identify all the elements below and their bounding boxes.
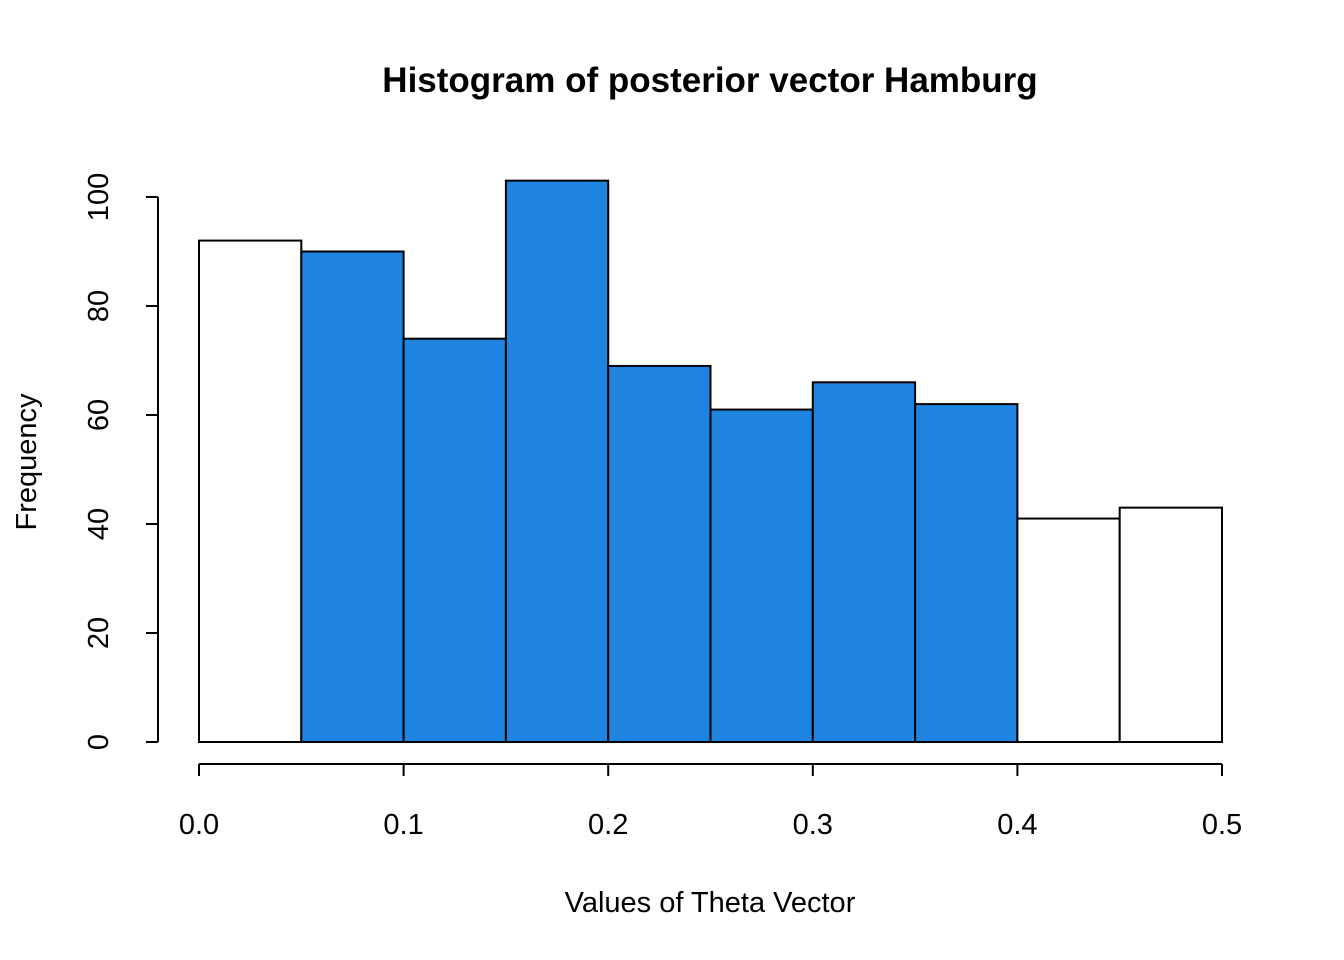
x-tick-label-0: 0.0	[179, 809, 219, 841]
x-tick-label-3: 0.3	[793, 809, 833, 841]
x-tick-label-4: 0.4	[997, 809, 1037, 841]
x-tick-label-2: 0.2	[588, 809, 628, 841]
histogram-bar-2	[402, 337, 507, 743]
histogram-bar-4	[607, 364, 712, 743]
histogram-bar-8	[1016, 517, 1121, 743]
y-axis-label: Frequency	[11, 393, 43, 531]
histogram-bar-6	[811, 381, 917, 743]
y-tick-label-0: 0	[83, 734, 115, 750]
histogram-bar-3	[504, 179, 610, 743]
bars-group	[198, 179, 1223, 743]
chart-title: Histogram of posterior vector Hamburg	[382, 61, 1037, 100]
x-tick-label-1: 0.1	[383, 809, 423, 841]
histogram-bar-1	[300, 250, 405, 743]
y-tick-label-1: 20	[83, 617, 115, 649]
y-tick-label-3: 60	[83, 399, 115, 431]
x-axis-label: Values of Theta Vector	[565, 887, 856, 919]
x-axis: 0.0 0.1 0.2 0.3 0.4 0.5	[179, 763, 1242, 841]
histogram-bar-0	[198, 239, 303, 743]
x-tick-label-5: 0.5	[1202, 809, 1242, 841]
histogram-bar-7	[914, 403, 1019, 743]
y-tick-label-5: 100	[83, 173, 115, 221]
y-axis: 0 20 40 60 80 100	[83, 173, 159, 750]
y-tick-label-4: 80	[83, 290, 115, 322]
y-tick-label-2: 40	[83, 508, 115, 540]
histogram-bar-9	[1118, 506, 1223, 743]
histogram-bar-5	[709, 408, 814, 743]
